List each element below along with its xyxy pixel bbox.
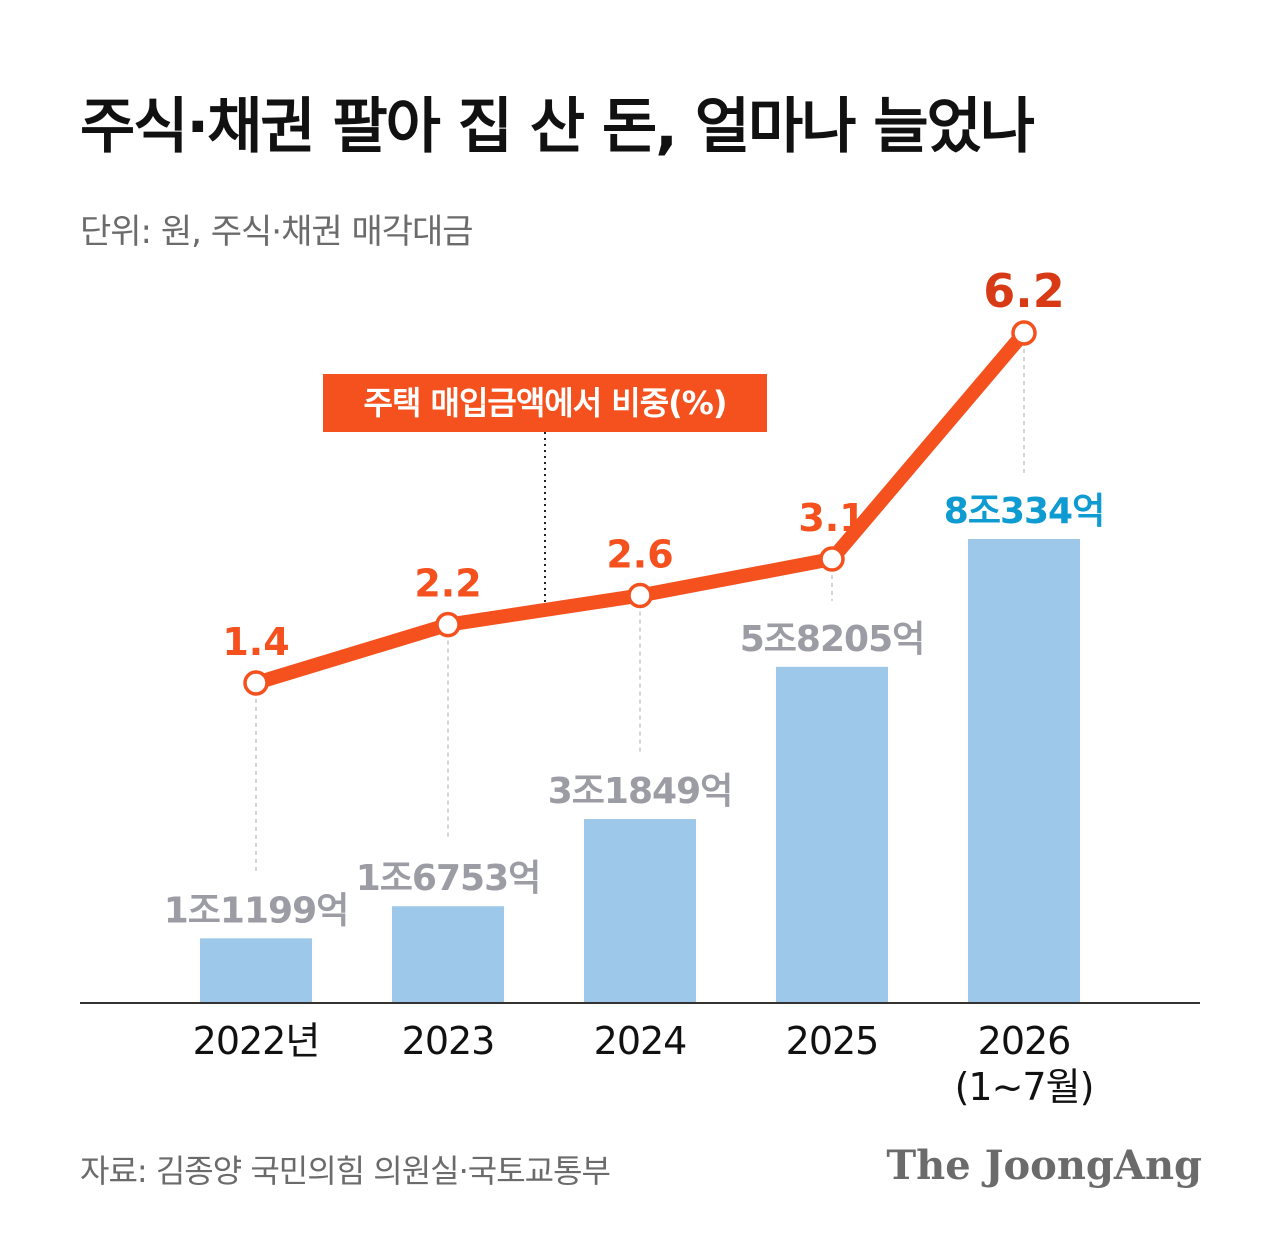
unit-note: 단위: 원, 주식·채권 매각대금 — [80, 212, 474, 252]
x-tick-label-1: 2023 — [402, 1019, 495, 1063]
bar-value-label-0: 1조1199억 — [164, 890, 348, 931]
publisher-logo: The JoongAng — [886, 1142, 1202, 1189]
line-point-4 — [1011, 320, 1037, 346]
bar-3 — [776, 666, 888, 1003]
x-tick-label-4: 2026 (1~7월) — [955, 1019, 1094, 1109]
bar-1 — [392, 906, 504, 1003]
line-value-label-0: 1.4 — [222, 620, 289, 664]
line-point-2 — [627, 582, 653, 609]
line-value-label-3: 3.1 — [798, 496, 865, 540]
line-point-0 — [243, 670, 269, 696]
line-value-label-1: 2.2 — [414, 562, 481, 606]
bar-2 — [584, 819, 696, 1003]
line-value-label-4: 6.2 — [983, 264, 1065, 318]
legend-box — [323, 374, 767, 432]
bar-value-label-2: 3조1849억 — [548, 771, 732, 812]
bar-value-label-4: 8조334억 — [944, 491, 1104, 532]
x-tick-label-2: 2024 — [594, 1019, 687, 1063]
bar-value-label-3: 5조8205억 — [740, 619, 924, 660]
x-tick-label-3: 2025 — [786, 1019, 879, 1063]
bar-0 — [200, 938, 312, 1003]
line-value-label-2: 2.6 — [606, 533, 673, 577]
chart-title: 주식·채권 팔아 집 산 돈, 얼마나 늘었나 — [80, 92, 1035, 162]
line-point-1 — [435, 611, 461, 638]
bar-value-label-1: 1조6753억 — [356, 858, 540, 899]
x-tick-label-0: 2022년 — [193, 1019, 320, 1063]
bar-4 — [968, 539, 1080, 1003]
source-note: 자료: 김종양 국민의힘 의원실·국토교통부 — [80, 1152, 611, 1190]
line-point-3 — [819, 546, 845, 572]
legend-label: 주택 매입금액에서 비중(%) — [364, 384, 727, 422]
